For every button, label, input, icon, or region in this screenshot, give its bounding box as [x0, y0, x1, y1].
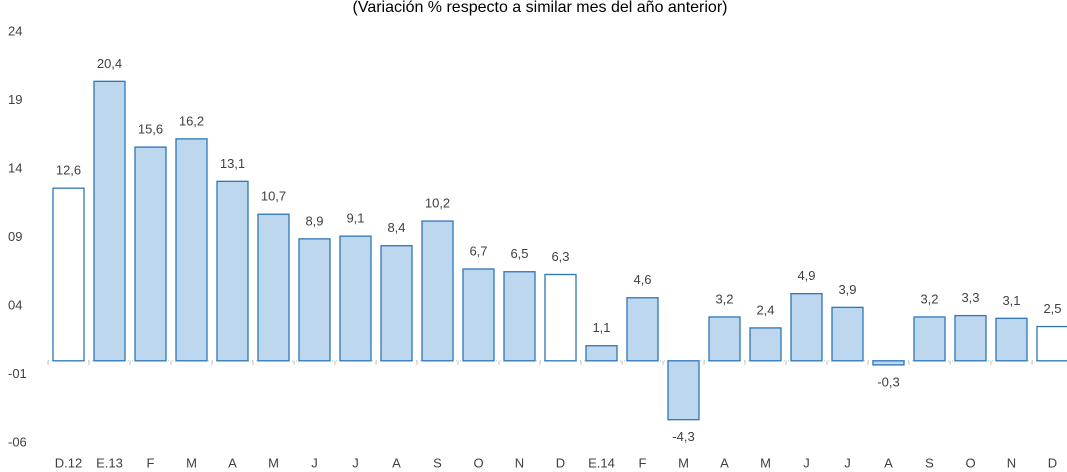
data-label: 8,9 [305, 213, 323, 228]
x-tick-label: S [925, 455, 934, 470]
x-tick-label: A [884, 455, 893, 470]
bar [790, 293, 823, 362]
y-tick-label: 19 [8, 92, 22, 107]
bar [667, 360, 700, 421]
y-tick-label: 14 [8, 160, 22, 175]
data-label: -4,3 [672, 429, 694, 444]
data-label: 3,3 [961, 290, 979, 305]
bar [913, 316, 946, 362]
bar [626, 297, 659, 362]
data-label: 4,6 [633, 272, 651, 287]
bar [298, 238, 331, 362]
bar [52, 187, 85, 362]
bar [93, 80, 126, 362]
x-tick-label: D [556, 455, 565, 470]
bar [954, 314, 987, 362]
bar [503, 271, 536, 362]
data-label: 16,2 [179, 113, 204, 128]
data-label: 6,3 [551, 249, 569, 264]
bar [339, 235, 372, 362]
x-tick-label: S [433, 455, 442, 470]
bar [421, 220, 454, 362]
x-tick-label: J [844, 455, 851, 470]
x-tick-label: J [311, 455, 318, 470]
x-tick-label: D.12 [55, 455, 82, 470]
data-label: 13,1 [220, 156, 245, 171]
bar [585, 345, 618, 362]
data-label: 4,9 [797, 268, 815, 283]
x-tick-label: M [186, 455, 197, 470]
bar [1036, 325, 1067, 362]
x-tick-label: J [803, 455, 810, 470]
x-tick-label: A [392, 455, 401, 470]
bar [872, 360, 905, 366]
x-tick-label: O [965, 455, 975, 470]
data-label: -0,3 [877, 374, 899, 389]
data-label: 6,5 [510, 246, 528, 261]
bar [175, 138, 208, 362]
bar [749, 327, 782, 362]
bar [544, 273, 577, 362]
x-tick-label: N [515, 455, 524, 470]
x-tick-label: E.13 [96, 455, 123, 470]
data-label: 12,6 [56, 163, 81, 178]
y-tick-label: -06 [8, 434, 27, 449]
x-tick-label: F [147, 455, 155, 470]
bar [831, 306, 864, 362]
x-tick-label: E.14 [588, 455, 615, 470]
x-tick-label: F [639, 455, 647, 470]
x-tick-label: A [228, 455, 237, 470]
x-tick-label: A [720, 455, 729, 470]
chart-title: (Variación % respecto a similar mes del … [353, 0, 728, 16]
bar [134, 146, 167, 362]
data-label: 15,6 [138, 122, 163, 137]
data-label: 1,1 [592, 320, 610, 335]
data-label: 20,4 [97, 56, 122, 71]
bar [216, 180, 249, 362]
data-label: 10,2 [425, 195, 450, 210]
y-tick-label: 09 [8, 229, 22, 244]
data-label: 3,9 [838, 282, 856, 297]
x-tick-label: M [760, 455, 771, 470]
data-label: 3,2 [715, 291, 733, 306]
y-tick-label: -01 [8, 366, 27, 381]
x-tick-label: M [268, 455, 279, 470]
data-label: 2,5 [1043, 301, 1061, 316]
data-label: 9,1 [346, 211, 364, 226]
x-tick-label: J [352, 455, 359, 470]
data-label: 3,2 [920, 291, 938, 306]
bar [708, 316, 741, 362]
data-label: 8,4 [387, 220, 405, 235]
x-tick-label: M [678, 455, 689, 470]
x-tick-label: N [1007, 455, 1016, 470]
y-tick-label: 24 [8, 23, 22, 38]
bar [257, 213, 290, 362]
y-tick-label: 04 [8, 297, 22, 312]
bar [995, 317, 1028, 362]
x-tick-label: D [1048, 455, 1057, 470]
x-tick-label: O [473, 455, 483, 470]
data-label: 2,4 [756, 302, 774, 317]
data-label: 3,1 [1002, 293, 1020, 308]
bar [380, 245, 413, 362]
data-label: 10,7 [261, 189, 286, 204]
data-label: 6,7 [469, 243, 487, 258]
bar [462, 268, 495, 362]
